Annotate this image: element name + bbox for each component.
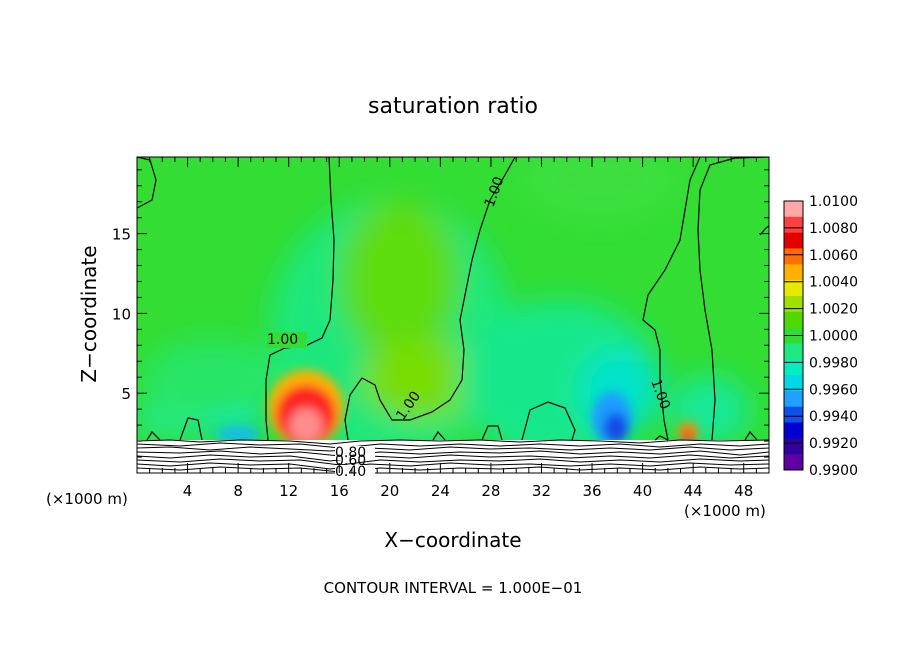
- colorbar-swatch: [784, 201, 803, 218]
- colorbar-swatch: [784, 311, 803, 329]
- colorbar-swatch: [784, 438, 803, 455]
- plot-area: [137, 157, 769, 473]
- surface-contour: [137, 462, 769, 470]
- colorbar-label: 0.9920: [809, 436, 858, 452]
- unity-contour: [432, 430, 446, 441]
- colorbar-swatch: [784, 248, 803, 265]
- colorbar-label: 0.9980: [809, 355, 858, 371]
- colorbar-swatch: [784, 280, 803, 297]
- unity-contour: [642, 157, 701, 441]
- x-unit-left: (×1000 m): [46, 490, 128, 508]
- x-axis: 4 8 12 16 20 24 28 32 36 40 44 48: [149, 157, 757, 500]
- y-tick-label: 10: [112, 305, 131, 323]
- unity-contour: [744, 430, 758, 441]
- surface-contour: [137, 466, 769, 473]
- colorbar-swatch: [784, 422, 803, 439]
- unity-contour: [146, 431, 161, 441]
- surface-contour: [137, 442, 769, 449]
- y-axis: 5 10 15: [112, 169, 769, 458]
- colorbar-label: 1.0020: [809, 302, 858, 318]
- contour-label: 0.80: [335, 445, 366, 461]
- contour-label-bg: [335, 446, 375, 460]
- colorbar-swatch: [784, 390, 803, 408]
- y-tick-label: 5: [121, 385, 131, 403]
- colorbar-swatch: [784, 343, 803, 360]
- colorbar-swatch: [784, 232, 803, 249]
- field-min: [216, 427, 260, 441]
- field-blob: [340, 200, 460, 360]
- unity-contour: [179, 417, 203, 441]
- contour-interval-note: CONTOUR INTERVAL = 1.000E−01: [324, 579, 583, 597]
- surface-contour: [137, 450, 769, 457]
- x-tick-label: 44: [684, 482, 703, 500]
- chart-title: saturation ratio: [368, 94, 538, 119]
- field-min: [604, 413, 628, 443]
- x-tick-label: 12: [279, 482, 298, 500]
- field-blobs: [137, 157, 750, 460]
- colorbar: 1.0100 1.0080 1.0060 1.0040 1.0020 1.0000 0.99…: [783, 194, 858, 479]
- unity-contour: [697, 157, 769, 441]
- unity-contour: [137, 157, 157, 209]
- colorbar-label: 1.0100: [809, 194, 858, 210]
- unity-contour: [654, 435, 669, 441]
- x-axis-label: X−coordinate: [384, 528, 521, 552]
- x-tick-label: 48: [734, 482, 753, 500]
- colorbar-label: 1.0040: [809, 275, 858, 291]
- contour-label: 1.00: [267, 332, 298, 348]
- x-tick-label: 20: [380, 482, 399, 500]
- colorbar-swatch: [784, 264, 803, 281]
- surface-contour: [137, 458, 769, 466]
- surface-contour: [137, 454, 769, 462]
- x-tick-label: 4: [183, 482, 193, 500]
- x-tick-label: 32: [532, 482, 551, 500]
- x-tick-label: 16: [330, 482, 349, 500]
- unity-contours: [137, 157, 769, 441]
- surface-contour: [137, 439, 769, 445]
- unity-contour: [521, 401, 576, 441]
- surface-contours: [137, 439, 769, 473]
- colorbar-label: 0.9960: [809, 382, 858, 398]
- y-axis-label: Z−coordinate: [77, 245, 101, 382]
- colorbar-label: 1.0060: [809, 248, 858, 264]
- colorbar-swatch: [784, 216, 803, 234]
- colorbar-label: 1.0080: [809, 221, 858, 237]
- field-blob: [142, 340, 282, 420]
- x-tick-label: 24: [431, 482, 450, 500]
- contour-label: 0.40: [335, 464, 366, 480]
- colorbar-swatch: [784, 295, 803, 313]
- colorbar-label: 0.9940: [809, 409, 858, 425]
- colorbar-swatch: [784, 359, 803, 376]
- colorbar-swatch: [784, 406, 803, 424]
- surface-contour: [137, 446, 769, 452]
- unity-contour: [481, 425, 503, 441]
- x-tick-label: 36: [582, 482, 601, 500]
- field-blob: [520, 157, 680, 220]
- unity-contour: [344, 157, 516, 441]
- unity-contour: [265, 157, 335, 441]
- unity-contour: [759, 225, 769, 236]
- x-tick-label: 8: [233, 482, 243, 500]
- x-tick-label: 40: [633, 482, 652, 500]
- colorbar-label: 0.9900: [809, 463, 858, 479]
- colorbar-label: 1.0000: [809, 329, 858, 345]
- field-max: [682, 430, 694, 442]
- x-unit-right: (×1000 m): [684, 502, 766, 520]
- x-tick-label: 28: [481, 482, 500, 500]
- field-max: [289, 408, 323, 442]
- field-extrema: [216, 370, 698, 446]
- colorbar-swatch: [784, 375, 803, 392]
- y-tick-label: 15: [112, 226, 131, 244]
- contour-label-bg: [267, 332, 307, 348]
- colorbar-swatch: [784, 454, 803, 471]
